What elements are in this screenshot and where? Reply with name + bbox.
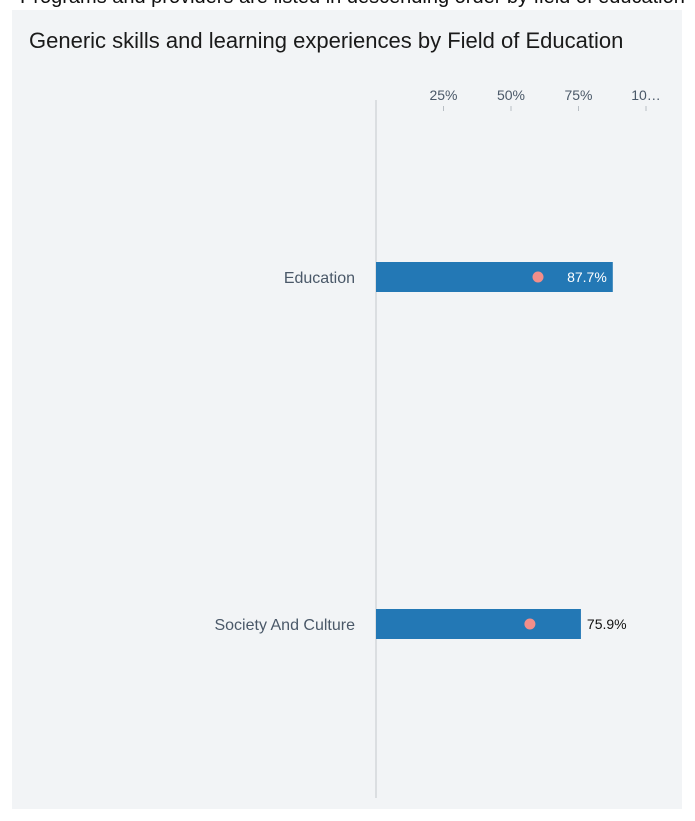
bar bbox=[376, 262, 613, 292]
bar bbox=[376, 609, 581, 639]
clipped-header-text: Programs and providers are listed in des… bbox=[0, 0, 695, 10]
x-tick-label: 50% bbox=[497, 87, 525, 103]
x-tick-label: 10… bbox=[631, 87, 661, 103]
clipped-header-text-content: Programs and providers are listed in des… bbox=[20, 0, 685, 9]
category-label: Society And Culture bbox=[214, 617, 355, 634]
marker-dot bbox=[532, 271, 544, 283]
bar-chart: 25% 50% 75% 10… Education 87.7% Society And Cu… bbox=[214, 87, 661, 798]
data-label: 75.9% bbox=[587, 616, 627, 632]
chart-panel: Generic skills and learning experiences … bbox=[12, 10, 682, 809]
x-tick-label: 25% bbox=[429, 87, 457, 103]
category-label: Education bbox=[284, 270, 355, 287]
chart-title: Generic skills and learning experiences … bbox=[29, 28, 624, 53]
x-tick-label: 75% bbox=[564, 87, 592, 103]
data-label: 87.7% bbox=[567, 269, 607, 285]
marker-dot bbox=[524, 618, 536, 630]
